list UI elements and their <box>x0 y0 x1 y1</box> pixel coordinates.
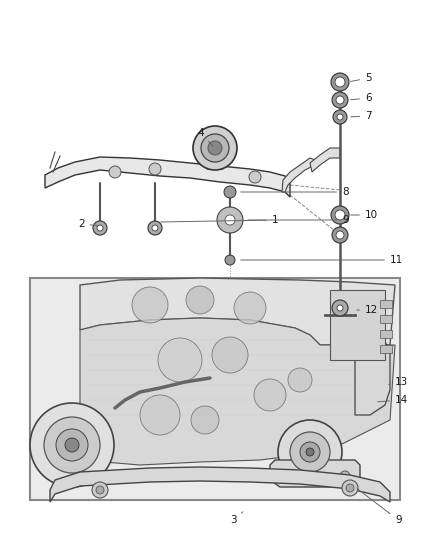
Bar <box>380 330 392 338</box>
Circle shape <box>335 77 345 87</box>
Circle shape <box>336 231 344 239</box>
Circle shape <box>158 338 202 382</box>
Circle shape <box>92 482 108 498</box>
Circle shape <box>234 292 266 324</box>
Circle shape <box>56 429 88 461</box>
Circle shape <box>346 484 354 492</box>
Polygon shape <box>45 157 290 197</box>
Circle shape <box>97 225 103 231</box>
Text: 11: 11 <box>241 255 403 265</box>
Circle shape <box>109 166 121 178</box>
Circle shape <box>332 92 348 108</box>
Circle shape <box>331 73 349 91</box>
Polygon shape <box>207 148 223 169</box>
Circle shape <box>225 255 235 265</box>
Circle shape <box>337 114 343 120</box>
Circle shape <box>44 417 100 473</box>
Circle shape <box>152 225 158 231</box>
Text: 9: 9 <box>357 489 402 525</box>
Circle shape <box>201 134 229 162</box>
Circle shape <box>186 286 214 314</box>
Circle shape <box>340 471 350 481</box>
Circle shape <box>148 221 162 235</box>
Circle shape <box>335 210 345 220</box>
Circle shape <box>93 221 107 235</box>
Bar <box>380 300 392 308</box>
Circle shape <box>290 432 330 472</box>
Text: 2: 2 <box>78 219 99 229</box>
Polygon shape <box>80 278 395 345</box>
Circle shape <box>149 163 161 175</box>
Text: 10: 10 <box>351 210 378 220</box>
Text: 4: 4 <box>197 128 213 146</box>
Bar <box>380 315 392 323</box>
Circle shape <box>225 215 235 225</box>
Bar <box>380 345 392 353</box>
Circle shape <box>191 406 219 434</box>
Bar <box>30 278 400 500</box>
Circle shape <box>212 337 248 373</box>
Text: 1: 1 <box>161 215 279 225</box>
Bar <box>330 290 385 360</box>
Circle shape <box>65 438 79 452</box>
Polygon shape <box>282 158 315 192</box>
Circle shape <box>280 471 290 481</box>
Text: 13: 13 <box>389 377 408 387</box>
Text: 7: 7 <box>351 111 371 121</box>
Text: 8: 8 <box>241 187 349 197</box>
Bar <box>31 279 399 499</box>
Circle shape <box>337 305 343 311</box>
Circle shape <box>208 141 222 155</box>
Circle shape <box>217 207 243 233</box>
Text: 14: 14 <box>378 395 408 405</box>
Circle shape <box>331 206 349 224</box>
Polygon shape <box>355 340 390 415</box>
Circle shape <box>306 448 314 456</box>
Circle shape <box>249 171 261 183</box>
Circle shape <box>288 368 312 392</box>
Polygon shape <box>50 467 390 502</box>
Text: 3: 3 <box>230 512 243 525</box>
Circle shape <box>342 480 358 496</box>
Text: 6: 6 <box>351 93 371 103</box>
Circle shape <box>332 227 348 243</box>
Circle shape <box>96 486 104 494</box>
Circle shape <box>300 442 320 462</box>
Text: 12: 12 <box>357 305 378 315</box>
Circle shape <box>132 287 168 323</box>
Polygon shape <box>310 148 340 172</box>
Circle shape <box>224 186 236 198</box>
Circle shape <box>336 96 344 104</box>
Circle shape <box>333 110 347 124</box>
Circle shape <box>30 403 114 487</box>
Polygon shape <box>270 460 360 487</box>
Circle shape <box>332 300 348 316</box>
Polygon shape <box>80 318 395 465</box>
Circle shape <box>278 420 342 484</box>
Circle shape <box>254 379 286 411</box>
Text: 5: 5 <box>351 73 371 83</box>
Text: 9: 9 <box>248 215 349 225</box>
Circle shape <box>193 126 237 170</box>
Circle shape <box>140 395 180 435</box>
